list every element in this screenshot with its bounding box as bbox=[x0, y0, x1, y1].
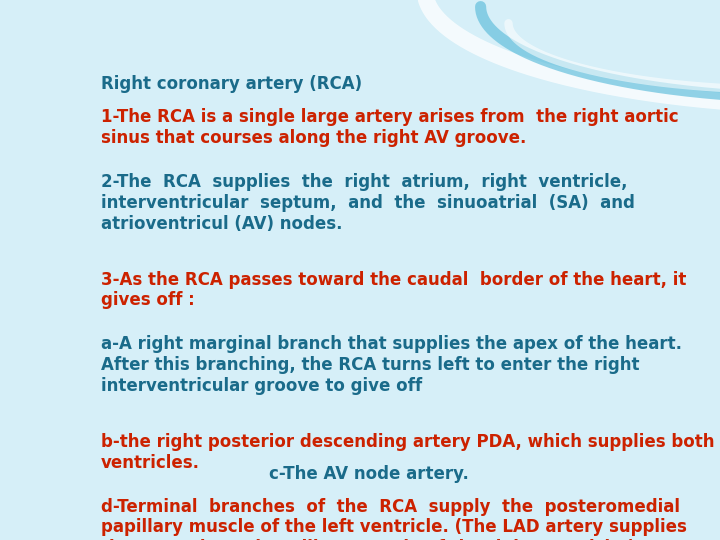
Text: 2-The  RCA  supplies  the  right  atrium,  right  ventricle,
interventricular  s: 2-The RCA supplies the right atrium, rig… bbox=[101, 173, 635, 233]
Text: Right coronary artery (RCA): Right coronary artery (RCA) bbox=[101, 75, 362, 93]
Text: c-The AV node artery.: c-The AV node artery. bbox=[269, 465, 469, 483]
Text: 3-As the RCA passes toward the caudal  border of the heart, it
gives off :: 3-As the RCA passes toward the caudal bo… bbox=[101, 271, 687, 309]
Text: a-A right marginal branch that supplies the apex of the heart.
After this branch: a-A right marginal branch that supplies … bbox=[101, 335, 682, 395]
Text: d-Terminal  branches  of  the  RCA  supply  the  posteromedial
papillary muscle : d-Terminal branches of the RCA supply th… bbox=[101, 498, 687, 540]
Text: b-the right posterior descending artery PDA, which supplies both
ventricles.: b-the right posterior descending artery … bbox=[101, 433, 715, 471]
Text: 1-The RCA is a single large artery arises from  the right aortic
sinus that cour: 1-The RCA is a single large artery arise… bbox=[101, 109, 679, 147]
